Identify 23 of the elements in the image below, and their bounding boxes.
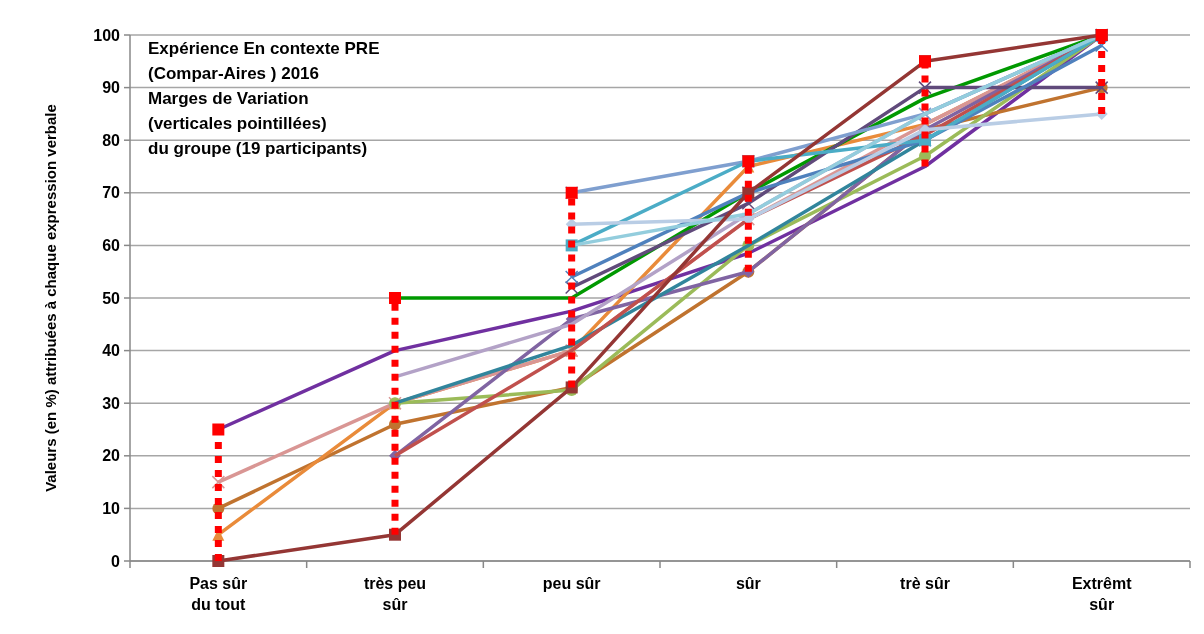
y-tick-label: 50 <box>102 289 121 307</box>
y-tick-label: 90 <box>102 79 121 97</box>
x-tick-label: peu sûr <box>542 575 601 592</box>
y-tick-label: 10 <box>102 500 121 517</box>
annotation: Marges de Variation <box>148 89 309 108</box>
annotation: Expérience En contexte PRE <box>148 39 380 58</box>
x-tick-label: Pas sûr du tout <box>189 575 248 613</box>
y-tick-label: 40 <box>102 342 121 360</box>
annotation: du groupe (19 participants) <box>148 139 368 158</box>
x-tick-label: trè sûr <box>900 575 950 592</box>
y-tick-label: 0 <box>111 552 121 570</box>
y-tick-label: 20 <box>102 447 121 465</box>
annotation: (Compar-Aires ) 2016 <box>148 64 320 83</box>
y-tick-label: 30 <box>102 394 121 412</box>
y-tick-label: 70 <box>102 184 121 202</box>
y-axis-title: Valeurs (en %) attribuées à chaque expression verbale <box>42 104 59 492</box>
annotation: (verticales pointillées) <box>148 114 327 133</box>
x-tick-label: très peu sûr <box>363 575 427 613</box>
y-tick-label: 60 <box>102 237 121 254</box>
x-tick-label: Extrêmt sûr <box>1071 575 1133 613</box>
y-tick-label: 80 <box>102 131 121 149</box>
y-tick-label: 100 <box>93 26 121 44</box>
x-tick-label: sûr <box>735 575 761 592</box>
